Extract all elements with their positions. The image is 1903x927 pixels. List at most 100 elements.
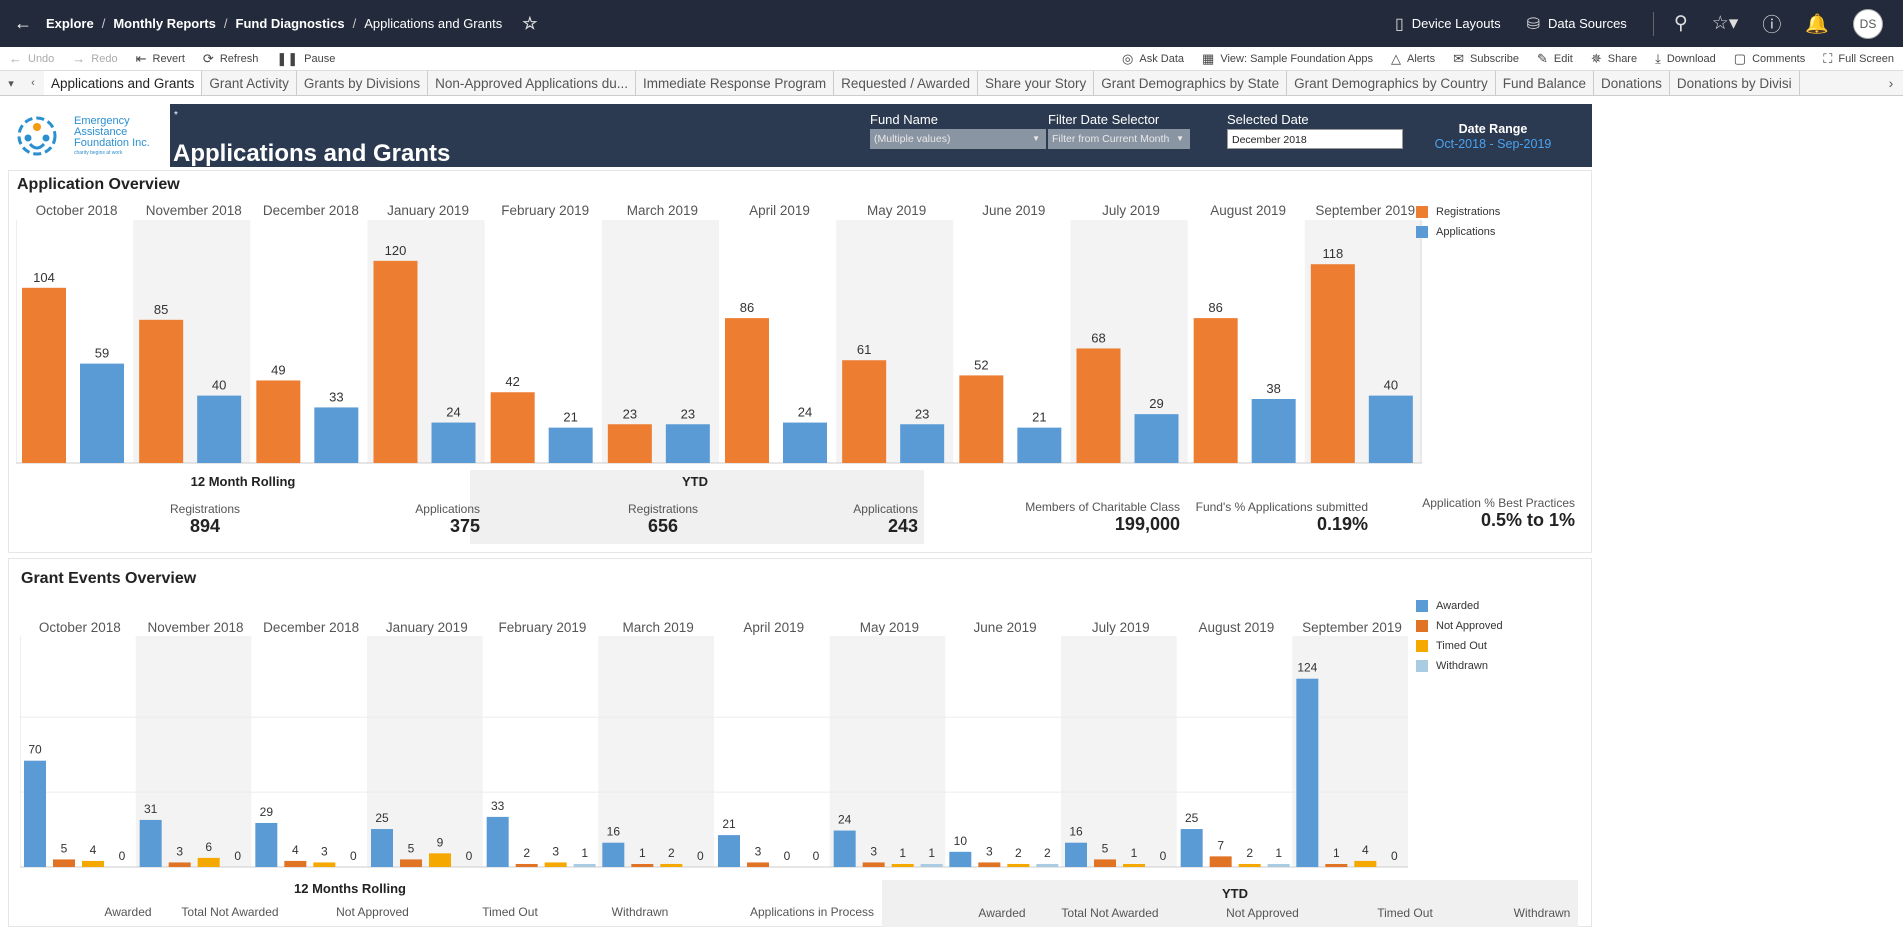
not-approved-bar[interactable] [1094, 859, 1116, 867]
withdrawn-bar[interactable] [1267, 864, 1290, 867]
applications-bar[interactable] [1251, 398, 1296, 463]
registrations-bar[interactable] [256, 380, 301, 463]
timed-out-bar[interactable] [1238, 863, 1261, 867]
tab-fund-balance[interactable]: Fund Balance [1496, 71, 1595, 95]
legend-item-applications[interactable]: Applications [1416, 222, 1500, 242]
comments-button[interactable]: ▢ Comments [1725, 51, 1814, 67]
refresh-button[interactable]: ⟳ Refresh [194, 51, 267, 67]
tabs-scroll-right-icon[interactable]: › [1879, 71, 1903, 95]
tab-grants-by-divisions[interactable]: Grants by Divisions [297, 71, 429, 95]
legend-item-timed-out[interactable]: Timed Out [1416, 636, 1503, 656]
tab-grant-demographics-by-country[interactable]: Grant Demographics by Country [1287, 71, 1496, 95]
tab-grant-demographics-by-state[interactable]: Grant Demographics by State [1094, 71, 1288, 95]
favorites-star-dropdown-icon[interactable]: ☆▾ [1711, 13, 1739, 34]
edit-button[interactable]: ✎ Edit [1528, 51, 1582, 67]
awarded-bar[interactable] [1296, 678, 1319, 867]
not-approved-bar[interactable] [400, 859, 422, 867]
search-icon[interactable]: ⚲ [1673, 13, 1688, 34]
withdrawn-bar[interactable] [1036, 863, 1059, 867]
legend-item-awarded[interactable]: Awarded [1416, 596, 1503, 616]
applications-bar[interactable] [1134, 414, 1179, 463]
registrations-bar[interactable] [490, 392, 535, 463]
breadcrumb-fund-diagnostics[interactable]: Fund Diagnostics [235, 16, 345, 31]
help-icon[interactable]: ⓘ [1762, 15, 1782, 36]
tab-non-approved-applications[interactable]: Non-Approved Applications du... [428, 71, 637, 95]
timed-out-bar[interactable] [197, 857, 220, 867]
timed-out-bar[interactable] [1123, 864, 1145, 867]
breadcrumb-explore[interactable]: Explore [46, 16, 94, 31]
applications-bar[interactable] [1017, 427, 1062, 463]
applications-bar[interactable] [900, 424, 945, 463]
awarded-bar[interactable] [1180, 829, 1203, 867]
timed-out-bar[interactable] [544, 862, 567, 867]
tabs-scroll-left-icon[interactable]: ‹ [31, 77, 35, 89]
tab-grant-activity[interactable]: Grant Activity [202, 71, 297, 95]
awarded-bar[interactable] [486, 816, 509, 867]
registrations-bar[interactable] [1310, 264, 1355, 463]
subscribe-button[interactable]: ✉ Subscribe [1444, 51, 1528, 67]
withdrawn-bar[interactable] [573, 864, 596, 867]
not-approved-bar[interactable] [515, 863, 538, 867]
applications-bar[interactable] [783, 422, 827, 463]
registrations-bar[interactable] [22, 287, 66, 463]
data-sources-button[interactable]: ⛁ Data Sources [1527, 14, 1627, 34]
breadcrumb-monthly-reports[interactable]: Monthly Reports [113, 16, 216, 31]
download-button[interactable]: ⤓ Download [1646, 51, 1725, 67]
timed-out-bar[interactable] [429, 853, 451, 867]
awarded-bar[interactable] [371, 829, 393, 867]
registrations-bar[interactable] [373, 260, 418, 463]
applications-bar[interactable] [548, 427, 593, 463]
selected-date-input[interactable]: December 2018 [1227, 129, 1403, 149]
awarded-bar[interactable] [139, 819, 162, 867]
awarded-bar[interactable] [1065, 842, 1087, 867]
registrations-bar[interactable] [1193, 318, 1238, 463]
registrations-bar[interactable] [139, 319, 184, 463]
legend-item-registrations[interactable]: Registrations [1416, 202, 1500, 222]
not-approved-bar[interactable] [747, 862, 769, 867]
awarded-bar[interactable] [949, 851, 972, 867]
filter-date-dropdown[interactable]: Filter from Current Month ▼ [1048, 129, 1190, 149]
applications-bar[interactable] [80, 363, 124, 463]
timed-out-bar[interactable] [313, 862, 336, 867]
not-approved-bar[interactable] [631, 864, 654, 867]
not-approved-bar[interactable] [168, 862, 191, 867]
alerts-button[interactable]: △ Alerts [1382, 51, 1444, 67]
timed-out-bar[interactable] [82, 860, 104, 867]
applications-bar[interactable] [314, 407, 359, 463]
not-approved-bar[interactable] [862, 862, 885, 867]
not-approved-bar[interactable] [53, 859, 75, 867]
not-approved-bar[interactable] [1325, 864, 1348, 867]
timed-out-bar[interactable] [891, 864, 914, 867]
tab-immediate-response-program[interactable]: Immediate Response Program [636, 71, 835, 95]
registrations-bar[interactable] [842, 360, 887, 463]
tab-applications-and-grants[interactable]: Applications and Grants [44, 71, 203, 95]
ask-data-button[interactable]: ◎ Ask Data [1113, 51, 1193, 67]
not-approved-bar[interactable] [284, 860, 307, 867]
awarded-bar[interactable] [602, 842, 625, 867]
pause-button[interactable]: ❚❚ Pause [267, 51, 344, 67]
favorite-star-icon[interactable]: ☆ [522, 13, 538, 33]
registrations-bar[interactable] [1076, 348, 1121, 463]
applications-bar[interactable] [665, 424, 710, 463]
timed-out-bar[interactable] [1354, 860, 1377, 867]
withdrawn-bar[interactable] [920, 864, 943, 867]
fund-name-dropdown[interactable]: (Multiple values) ▼ [870, 129, 1046, 149]
tab-requested-awarded[interactable]: Requested / Awarded [834, 71, 978, 95]
awarded-bar[interactable] [718, 835, 740, 867]
avatar[interactable]: DS [1853, 8, 1883, 39]
applications-bar[interactable] [197, 395, 242, 463]
awarded-bar[interactable] [833, 830, 856, 867]
applications-bar[interactable] [431, 422, 476, 463]
revert-button[interactable]: ⇤ Revert [127, 51, 194, 67]
not-approved-bar[interactable] [978, 862, 1001, 867]
undo-button[interactable]: ← Undo [0, 51, 63, 66]
tab-donations-by-division[interactable]: Donations by Divisi [1670, 71, 1800, 95]
applications-bar[interactable] [1368, 395, 1413, 463]
notifications-bell-icon[interactable]: 🔔 [1805, 13, 1829, 35]
tab-donations[interactable]: Donations [1594, 71, 1670, 95]
legend-item-withdrawn[interactable]: Withdrawn [1416, 656, 1503, 676]
registrations-bar[interactable] [725, 318, 769, 463]
legend-item-not-approved[interactable]: Not Approved [1416, 616, 1503, 636]
timed-out-bar[interactable] [660, 863, 683, 867]
redo-button[interactable]: → Redo [63, 51, 126, 66]
